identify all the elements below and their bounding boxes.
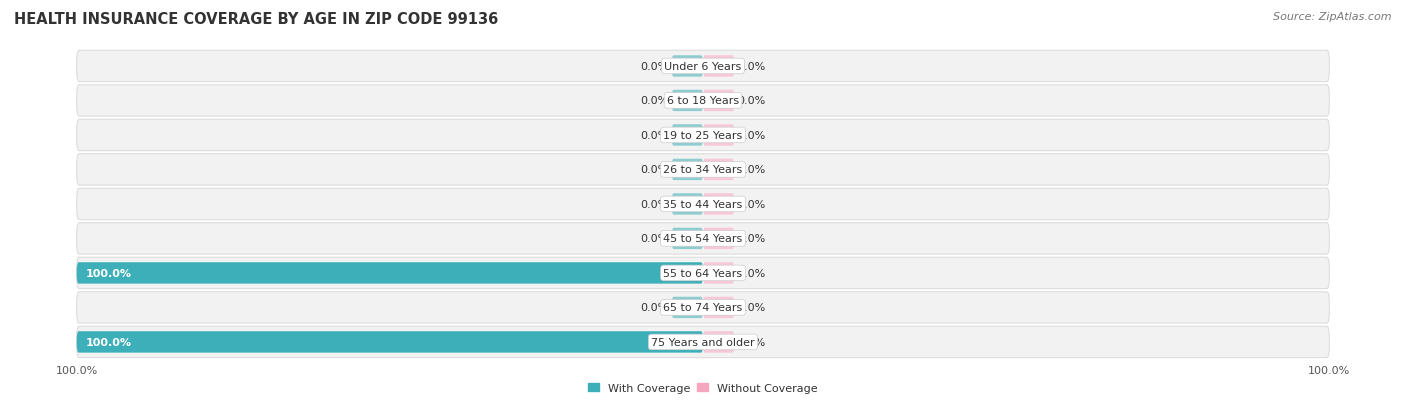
- FancyBboxPatch shape: [703, 90, 734, 112]
- Text: 0.0%: 0.0%: [738, 165, 766, 175]
- FancyBboxPatch shape: [76, 189, 1330, 220]
- FancyBboxPatch shape: [703, 159, 734, 181]
- Text: 0.0%: 0.0%: [640, 96, 669, 106]
- Text: Source: ZipAtlas.com: Source: ZipAtlas.com: [1274, 12, 1392, 22]
- Text: 0.0%: 0.0%: [640, 303, 669, 313]
- Text: 0.0%: 0.0%: [640, 62, 669, 72]
- Text: 0.0%: 0.0%: [738, 303, 766, 313]
- Text: 65 to 74 Years: 65 to 74 Years: [664, 303, 742, 313]
- FancyBboxPatch shape: [76, 85, 1330, 117]
- FancyBboxPatch shape: [76, 258, 1330, 289]
- FancyBboxPatch shape: [76, 326, 1330, 358]
- Text: 19 to 25 Years: 19 to 25 Years: [664, 131, 742, 140]
- FancyBboxPatch shape: [672, 159, 703, 181]
- Text: 6 to 18 Years: 6 to 18 Years: [666, 96, 740, 106]
- FancyBboxPatch shape: [672, 297, 703, 318]
- Text: 0.0%: 0.0%: [738, 268, 766, 278]
- FancyBboxPatch shape: [672, 125, 703, 146]
- FancyBboxPatch shape: [672, 228, 703, 249]
- FancyBboxPatch shape: [703, 194, 734, 215]
- FancyBboxPatch shape: [703, 228, 734, 249]
- Text: 26 to 34 Years: 26 to 34 Years: [664, 165, 742, 175]
- Text: 0.0%: 0.0%: [640, 199, 669, 209]
- FancyBboxPatch shape: [76, 292, 1330, 323]
- Text: 0.0%: 0.0%: [640, 165, 669, 175]
- Text: Under 6 Years: Under 6 Years: [665, 62, 741, 72]
- FancyBboxPatch shape: [77, 263, 703, 284]
- FancyBboxPatch shape: [76, 154, 1330, 186]
- Text: 55 to 64 Years: 55 to 64 Years: [664, 268, 742, 278]
- Text: 0.0%: 0.0%: [738, 131, 766, 140]
- Text: 0.0%: 0.0%: [640, 131, 669, 140]
- FancyBboxPatch shape: [77, 331, 703, 353]
- FancyBboxPatch shape: [672, 194, 703, 215]
- FancyBboxPatch shape: [703, 56, 734, 78]
- Text: 35 to 44 Years: 35 to 44 Years: [664, 199, 742, 209]
- FancyBboxPatch shape: [672, 90, 703, 112]
- Text: 0.0%: 0.0%: [738, 337, 766, 347]
- FancyBboxPatch shape: [672, 56, 703, 78]
- Legend: With Coverage, Without Coverage: With Coverage, Without Coverage: [583, 378, 823, 397]
- FancyBboxPatch shape: [703, 297, 734, 318]
- Text: 45 to 54 Years: 45 to 54 Years: [664, 234, 742, 244]
- Text: 0.0%: 0.0%: [738, 199, 766, 209]
- Text: 0.0%: 0.0%: [738, 234, 766, 244]
- FancyBboxPatch shape: [703, 125, 734, 146]
- FancyBboxPatch shape: [76, 223, 1330, 254]
- Text: 75 Years and older: 75 Years and older: [651, 337, 755, 347]
- Text: 100.0%: 100.0%: [86, 337, 132, 347]
- FancyBboxPatch shape: [703, 331, 734, 353]
- Text: 0.0%: 0.0%: [738, 96, 766, 106]
- FancyBboxPatch shape: [703, 263, 734, 284]
- Text: 100.0%: 100.0%: [86, 268, 132, 278]
- Text: 0.0%: 0.0%: [640, 234, 669, 244]
- Text: 0.0%: 0.0%: [738, 62, 766, 72]
- FancyBboxPatch shape: [76, 51, 1330, 83]
- Text: HEALTH INSURANCE COVERAGE BY AGE IN ZIP CODE 99136: HEALTH INSURANCE COVERAGE BY AGE IN ZIP …: [14, 12, 498, 27]
- FancyBboxPatch shape: [76, 120, 1330, 151]
